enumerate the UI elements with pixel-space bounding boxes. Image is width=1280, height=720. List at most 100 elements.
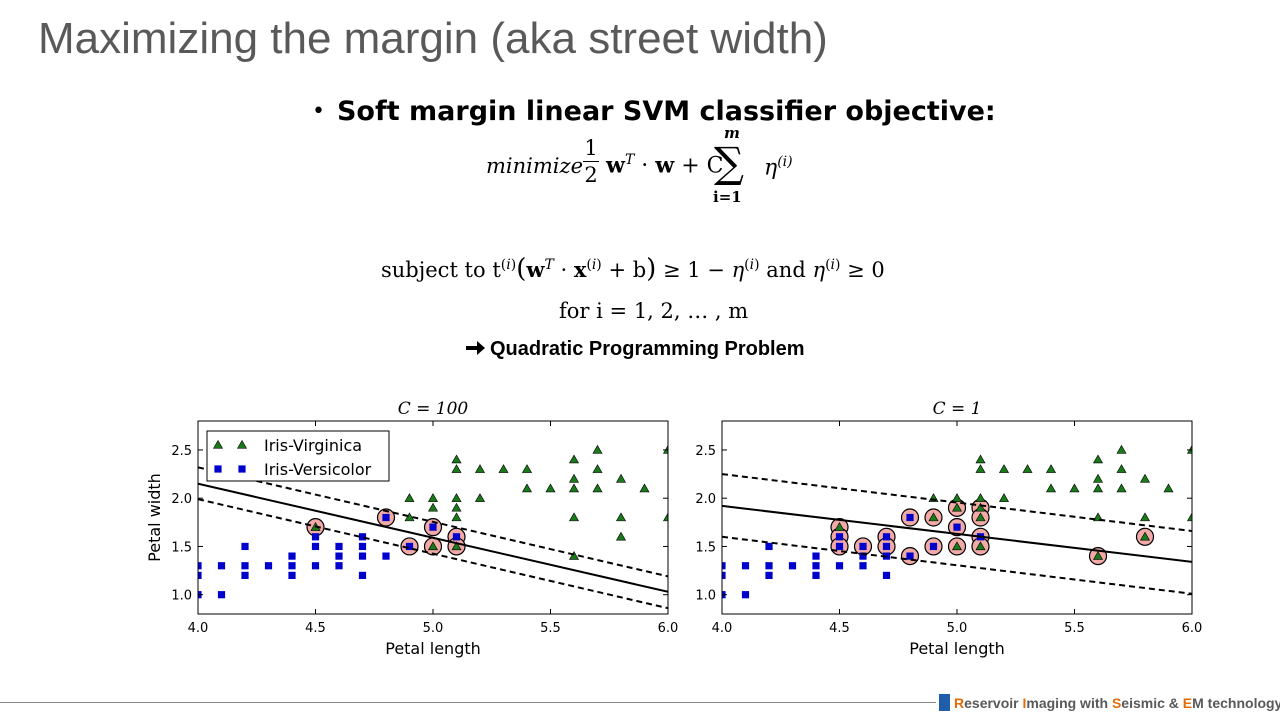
- versicolor-point: [429, 523, 437, 531]
- virginica-point: [975, 502, 986, 512]
- virginica-point: [1139, 512, 1151, 522]
- versicolor-point: [452, 533, 461, 541]
- versicolor-point: [217, 562, 226, 570]
- virginica-point: [998, 464, 1010, 473]
- plot-area: [198, 444, 668, 610]
- virginica-point: [568, 473, 580, 483]
- range-prefix: for: [559, 299, 590, 323]
- versicolor-point: [765, 562, 773, 570]
- virginica-point: [639, 483, 650, 493]
- x-tick-label: 4.0: [712, 621, 733, 636]
- virginica-point: [451, 512, 462, 522]
- decision-boundary-line: [722, 504, 1192, 563]
- x-axis-label: Petal length: [385, 639, 481, 658]
- virginica-point: [834, 522, 845, 531]
- virginica-point: [1186, 512, 1192, 522]
- virginica-point: [451, 541, 462, 551]
- virginica-point: [592, 464, 603, 473]
- versicolor-point: [358, 552, 367, 560]
- versicolor-point: [812, 562, 820, 570]
- legend-square-icon: [238, 465, 246, 473]
- versicolor-point: [382, 552, 390, 560]
- virginica-point: [1163, 483, 1174, 493]
- virginica-point: [615, 531, 627, 541]
- versicolor-point: [812, 571, 820, 579]
- virginica-point: [1092, 454, 1104, 464]
- versicolor-point: [288, 562, 296, 570]
- virginica-point: [975, 464, 986, 473]
- x-tick-label: 5.0: [947, 621, 968, 636]
- versicolor-point: [241, 571, 249, 579]
- virginica-point: [592, 444, 603, 454]
- x-tick-label: 4.5: [829, 621, 850, 636]
- virginica-point: [975, 541, 986, 551]
- versicolor-point: [358, 542, 367, 551]
- bullet-dot: •: [312, 99, 325, 124]
- legend-box: [206, 430, 390, 482]
- virginica-point: [592, 483, 603, 493]
- x-tick-label: 5.5: [540, 621, 561, 636]
- virginica-point: [1022, 464, 1033, 473]
- versicolor-point: [953, 523, 961, 531]
- virginica-point: [451, 454, 462, 464]
- versicolor-point: [882, 571, 891, 579]
- legend-triangle-icon: [236, 439, 248, 449]
- versicolor-point: [198, 571, 202, 579]
- y-tick-label: 2.5: [171, 444, 192, 459]
- decision-boundary-line: [198, 482, 668, 593]
- virginica-point: [998, 493, 1010, 502]
- slack-variable: η(i): [764, 154, 793, 181]
- versicolor-point: [882, 533, 891, 541]
- virginica-point: [474, 464, 486, 473]
- versicolor-point: [311, 542, 320, 551]
- virginica-point: [568, 550, 580, 560]
- virginica-point: [1186, 444, 1192, 454]
- slide-title: Maximizing the margin (aka street width): [38, 14, 828, 63]
- conclusion-line: Quadratic Programming Problem: [466, 338, 805, 361]
- versicolor-point: [859, 562, 867, 570]
- virginica-point: [1092, 550, 1104, 560]
- y-tick-label: 2.0: [171, 492, 192, 507]
- versicolor-point: [382, 513, 390, 522]
- virginica-point: [404, 512, 415, 522]
- objective-terms: wT · w + C: [606, 152, 724, 179]
- y-tick-label: 1.5: [171, 540, 192, 555]
- y-tick-label: 2.0: [695, 492, 716, 507]
- margin-upper-line: [722, 473, 1192, 533]
- versicolor-point: [741, 591, 750, 599]
- legend: Iris-Virginica Iris-Versicolor: [206, 430, 390, 482]
- virginica-point: [615, 473, 627, 483]
- virginica-point: [521, 464, 533, 473]
- virginica-point: [521, 483, 533, 493]
- legend-label: Iris-Virginica: [264, 436, 362, 455]
- versicolor-point: [722, 571, 726, 579]
- y-tick-label: 1.0: [695, 589, 716, 604]
- versicolor-point: [405, 542, 414, 551]
- virginica-point: [545, 483, 556, 493]
- x-tick-label: 5.0: [423, 621, 444, 636]
- virginica-point: [1069, 483, 1080, 493]
- versicolor-point: [765, 542, 773, 551]
- x-axis-label: Petal length: [909, 639, 1005, 658]
- versicolor-point: [288, 571, 296, 579]
- versicolor-point: [335, 542, 343, 551]
- virginica-point: [568, 512, 580, 522]
- versicolor-point: [765, 571, 773, 579]
- virginica-point: [451, 502, 462, 512]
- virginica-point: [662, 444, 668, 454]
- versicolor-point: [882, 542, 891, 551]
- legend-label: Iris-Versicolor: [264, 460, 372, 479]
- conclusion-text: Quadratic Programming Problem: [490, 338, 805, 360]
- virginica-point: [1045, 464, 1057, 473]
- virginica-point: [951, 493, 963, 502]
- summation-symbol: ∑: [714, 138, 744, 187]
- virginica-point: [615, 512, 627, 522]
- virginica-point: [1116, 464, 1127, 473]
- virginica-point: [451, 464, 462, 473]
- virginica-point: [1139, 531, 1151, 541]
- virginica-point: [975, 512, 986, 522]
- versicolor-point: [358, 571, 367, 579]
- versicolor-point: [835, 562, 844, 570]
- versicolor-point: [217, 591, 226, 599]
- virginica-point: [662, 512, 668, 522]
